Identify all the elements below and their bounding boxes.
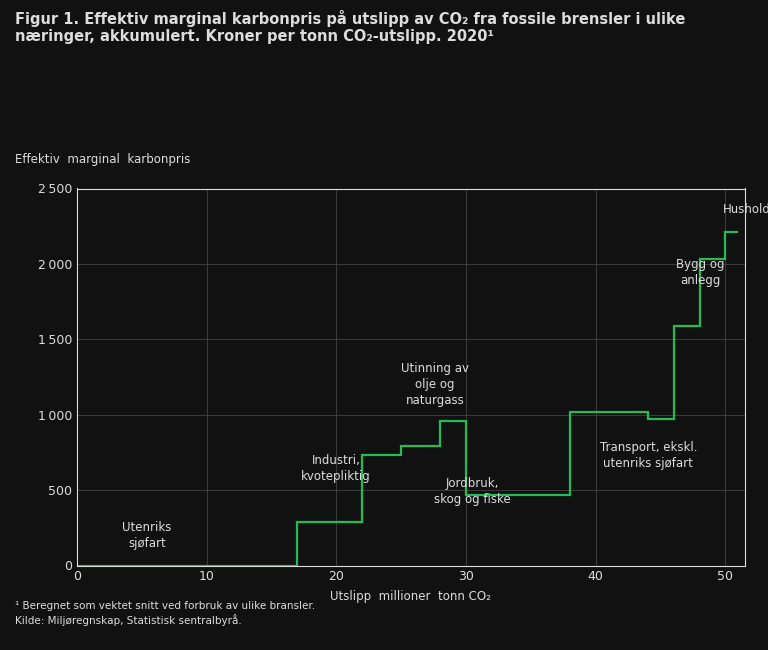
- Text: Bygg og
anlegg: Bygg og anlegg: [676, 259, 725, 287]
- Text: Industri,
kvotepliktig: Industri, kvotepliktig: [301, 454, 371, 484]
- Text: Jordbruk,
skog og fiske: Jordbruk, skog og fiske: [434, 477, 510, 506]
- Text: næringer, akkumulert. Kroner per tonn CO₂-utslipp. 2020¹: næringer, akkumulert. Kroner per tonn CO…: [15, 29, 495, 44]
- Text: ¹ Beregnet som vektet snitt ved forbruk av ulike bransler.: ¹ Beregnet som vektet snitt ved forbruk …: [15, 601, 316, 611]
- Text: Husholdningene: Husholdningene: [723, 203, 768, 216]
- Text: Utenriks
sjøfart: Utenriks sjøfart: [122, 521, 171, 550]
- Text: Utinning av
olje og
naturgass: Utinning av olje og naturgass: [401, 362, 469, 407]
- Text: Figur 1. Effektiv marginal karbonpris på utslipp av CO₂ fra fossile brensler i u: Figur 1. Effektiv marginal karbonpris på…: [15, 10, 686, 27]
- Text: Kilde: Miljøregnskap, Statistisk sentralbyrå.: Kilde: Miljøregnskap, Statistisk sentral…: [15, 614, 242, 626]
- X-axis label: Utslipp  millioner  tonn CO₂: Utslipp millioner tonn CO₂: [330, 590, 492, 603]
- Text: Transport, ekskl.
utenriks sjøfart: Transport, ekskl. utenriks sjøfart: [600, 441, 697, 470]
- Text: Effektiv  marginal  karbonpris: Effektiv marginal karbonpris: [15, 153, 190, 166]
